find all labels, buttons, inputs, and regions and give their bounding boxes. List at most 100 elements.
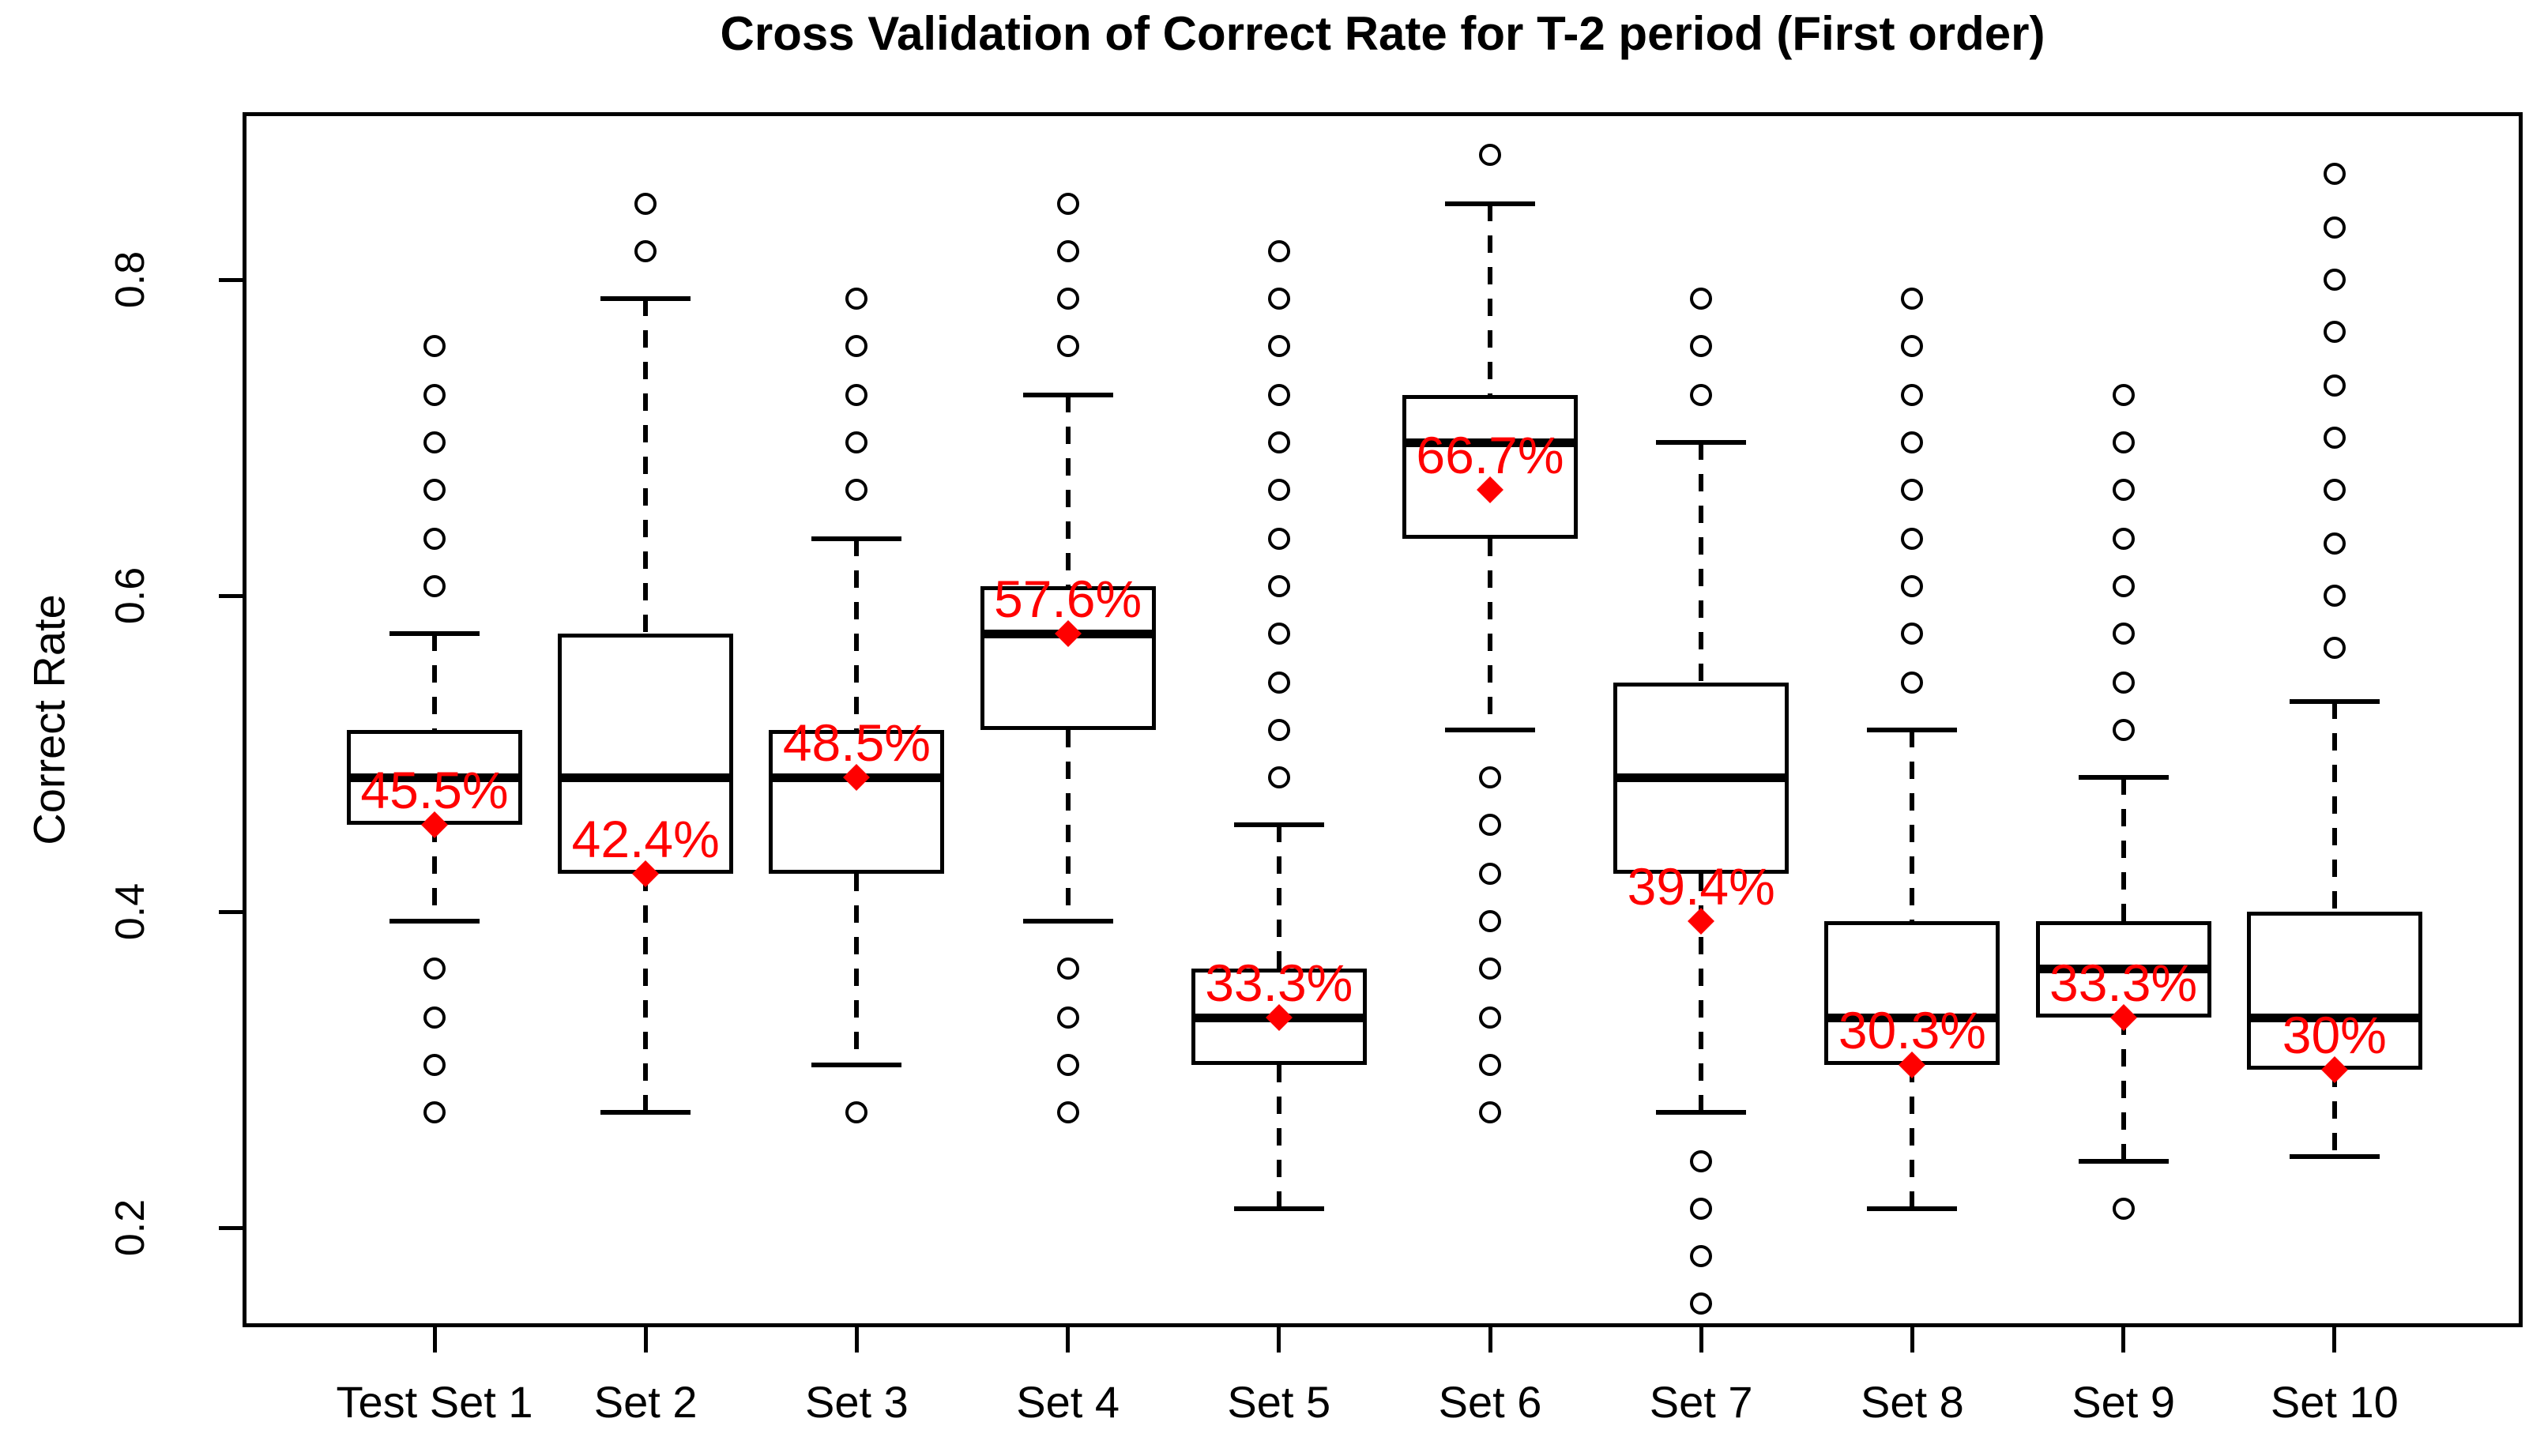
upper-whisker bbox=[1276, 825, 1281, 969]
outlier-point bbox=[423, 384, 446, 406]
lower-whisker bbox=[1276, 1065, 1281, 1209]
outlier-point bbox=[2112, 1198, 2135, 1220]
outlier-point bbox=[845, 1101, 868, 1123]
outlier-point bbox=[1267, 623, 1290, 645]
y-axis-tick bbox=[219, 1225, 243, 1230]
outlier-point bbox=[1267, 384, 1290, 406]
outlier-point bbox=[1267, 431, 1290, 453]
median-line bbox=[561, 773, 731, 782]
outlier-point bbox=[1479, 1101, 1501, 1123]
outlier-point bbox=[423, 431, 446, 453]
outlier-point bbox=[1479, 910, 1501, 932]
outlier-point bbox=[1690, 1198, 1713, 1220]
outlier-point bbox=[1690, 288, 1713, 310]
outlier-point bbox=[1479, 957, 1501, 980]
outlier-point bbox=[2112, 672, 2135, 694]
median-line bbox=[1827, 1013, 1997, 1022]
outlier-point bbox=[423, 479, 446, 501]
upper-whisker-cap bbox=[811, 536, 902, 541]
outlier-point bbox=[1479, 1054, 1501, 1076]
mean-label: 33.3% bbox=[1205, 954, 1353, 1012]
lower-whisker bbox=[1488, 539, 1492, 730]
outlier-point bbox=[1056, 1006, 1079, 1029]
outlier-point bbox=[634, 240, 657, 262]
x-axis-label: Set 4 bbox=[1016, 1377, 1120, 1427]
y-axis-tick-label: 0.4 bbox=[107, 882, 153, 941]
lower-whisker-cap bbox=[1445, 728, 1535, 732]
outlier-point bbox=[1479, 144, 1501, 166]
outlier-point bbox=[845, 335, 868, 357]
iqr-box bbox=[769, 730, 945, 874]
outlier-point bbox=[423, 575, 446, 597]
outlier-point bbox=[1056, 1054, 1079, 1076]
upper-whisker bbox=[432, 634, 437, 730]
lower-whisker bbox=[2121, 1018, 2126, 1161]
x-axis-label: Set 6 bbox=[1438, 1377, 1542, 1427]
outlier-point bbox=[2112, 719, 2135, 741]
x-axis-label: Set 2 bbox=[593, 1377, 698, 1427]
y-axis-tick bbox=[219, 593, 243, 598]
outlier-point bbox=[2323, 585, 2346, 607]
outlier-point bbox=[1901, 335, 1924, 357]
x-axis-tick bbox=[432, 1327, 437, 1353]
lower-whisker bbox=[1699, 874, 1704, 1112]
y-axis-tick-label: 0.2 bbox=[107, 1198, 153, 1257]
chart-title: Cross Validation of Correct Rate for T-2… bbox=[720, 7, 2045, 60]
y-axis-tick-label: 0.8 bbox=[107, 250, 153, 309]
x-axis-tick bbox=[643, 1327, 648, 1353]
outlier-point bbox=[423, 528, 446, 550]
x-axis-label: Set 5 bbox=[1227, 1377, 1331, 1427]
outlier-point bbox=[423, 1054, 446, 1076]
lower-whisker-cap bbox=[1867, 1206, 1958, 1211]
mean-label: 42.4% bbox=[571, 810, 720, 868]
x-axis-label: Set 8 bbox=[1861, 1377, 1964, 1427]
median-line bbox=[2249, 1013, 2419, 1022]
iqr-box bbox=[558, 634, 734, 874]
upper-whisker bbox=[1910, 730, 1915, 921]
upper-whisker bbox=[854, 539, 860, 730]
outlier-point bbox=[2112, 528, 2135, 550]
mean-label: 66.7% bbox=[1416, 426, 1564, 484]
outlier-point bbox=[1479, 863, 1501, 885]
x-axis-tick bbox=[1910, 1327, 1914, 1353]
lower-whisker bbox=[1065, 730, 1071, 921]
lower-whisker-cap bbox=[1233, 1206, 1324, 1211]
lower-whisker-cap bbox=[600, 1110, 691, 1115]
x-axis-label: Set 3 bbox=[805, 1377, 909, 1427]
upper-whisker bbox=[2331, 702, 2337, 912]
upper-whisker-cap bbox=[600, 296, 691, 301]
outlier-point bbox=[2323, 321, 2346, 343]
outlier-point bbox=[1267, 528, 1290, 550]
outlier-point bbox=[2323, 479, 2346, 501]
x-axis-label: Set 9 bbox=[2072, 1377, 2175, 1427]
outlier-point bbox=[1267, 766, 1290, 788]
outlier-point bbox=[1901, 288, 1924, 310]
lower-whisker-cap bbox=[811, 1063, 902, 1067]
outlier-point bbox=[2323, 427, 2346, 449]
outlier-point bbox=[1479, 766, 1501, 788]
mean-label: 30.3% bbox=[1838, 1001, 1986, 1059]
outlier-point bbox=[1267, 288, 1290, 310]
outlier-point bbox=[2323, 269, 2346, 291]
mean-label: 45.5% bbox=[360, 761, 509, 819]
outlier-point bbox=[1901, 431, 1924, 453]
x-axis-label: Test Set 1 bbox=[336, 1377, 533, 1427]
upper-whisker-cap bbox=[1656, 440, 1747, 445]
upper-whisker-cap bbox=[2078, 775, 2169, 780]
outlier-point bbox=[2323, 163, 2346, 185]
outlier-point bbox=[2112, 575, 2135, 597]
lower-whisker-cap bbox=[2078, 1159, 2169, 1164]
upper-whisker-cap bbox=[1867, 728, 1958, 732]
lower-whisker bbox=[643, 874, 649, 1112]
upper-whisker-cap bbox=[1445, 201, 1535, 206]
upper-whisker bbox=[1488, 204, 1492, 395]
outlier-point bbox=[1056, 240, 1079, 262]
x-axis-tick bbox=[1066, 1327, 1071, 1353]
lower-whisker-cap bbox=[1656, 1110, 1747, 1115]
outlier-point bbox=[1267, 240, 1290, 262]
outlier-point bbox=[845, 431, 868, 453]
x-axis-label: Set 7 bbox=[1649, 1377, 1753, 1427]
y-axis-tick-label: 0.6 bbox=[107, 566, 153, 625]
lower-whisker bbox=[432, 825, 437, 921]
